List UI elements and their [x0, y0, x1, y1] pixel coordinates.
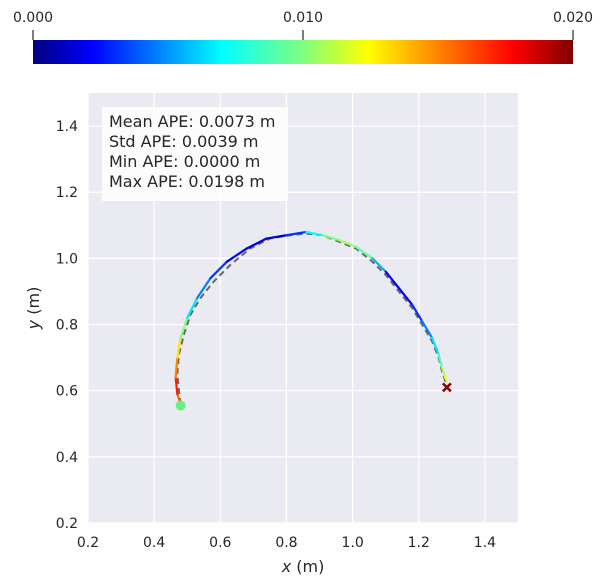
colorbar-tick-label: 0.010 [283, 10, 323, 26]
y-tick-label: 1.4 [56, 119, 78, 135]
trajectory-segment [186, 296, 199, 320]
trajectory-segment [397, 287, 414, 306]
estimated-trajectory [174, 230, 448, 406]
trajectory-segment [174, 376, 179, 396]
stats-mean: Mean APE: 0.0073 m [109, 112, 276, 131]
trajectory-segment [174, 356, 179, 379]
trajectory-segment [209, 260, 229, 280]
colorbar-gradient [33, 40, 573, 64]
x-tick-label: 0.2 [77, 535, 99, 551]
x-tick-label: 0.6 [209, 535, 231, 551]
trajectory-segment [354, 245, 374, 260]
stats-box-background [102, 107, 288, 201]
x-tick-labels: 0.2 0.4 0.6 0.8 1.0 1.2 1.4 [77, 535, 496, 551]
x-tick-label: 0.4 [143, 535, 165, 551]
trajectory-markers [175, 382, 452, 411]
trajectory-segment [321, 234, 341, 242]
y-tick-label: 0.8 [56, 318, 78, 334]
trajectory-segment [225, 247, 248, 263]
colorbar-tick-label: 0.000 [13, 10, 53, 26]
start-marker [175, 400, 186, 411]
x-tick-label: 1.4 [474, 535, 496, 551]
trajectory-segment [437, 353, 444, 369]
trajectory-segment [338, 239, 358, 248]
y-tick-label: 0.2 [56, 516, 78, 532]
trajectory-segment [285, 230, 308, 237]
end-marker-stroke [442, 382, 452, 393]
trajectory-segment [245, 237, 268, 250]
reference-trajectory [176, 232, 447, 405]
trajectory-segment [305, 230, 324, 237]
x-tick-label: 0.8 [275, 535, 297, 551]
reference-path [176, 232, 447, 405]
trajectory-segment [265, 234, 288, 240]
colorbar: 0.000 0.010 0.020 [13, 10, 593, 64]
stats-std: Std APE: 0.0039 m [109, 132, 259, 151]
stats-box: Mean APE: 0.0073 m Std APE: 0.0039 m Min… [102, 107, 288, 201]
stats-max: Max APE: 0.0198 m [109, 172, 265, 191]
y-tick-label: 0.4 [56, 450, 78, 466]
trajectory-segment [176, 336, 182, 359]
y-tick-labels: 0.2 0.4 0.6 0.8 1.0 1.2 1.4 [56, 119, 78, 532]
x-axis-label: x (m) [281, 557, 325, 576]
trajectory-segment [420, 320, 434, 339]
trajectory-segment [384, 270, 401, 290]
colorbar-ticks: 0.000 0.010 0.020 [13, 10, 593, 40]
y-tick-label: 1.2 [56, 185, 78, 201]
y-tick-label: 1.0 [56, 251, 78, 267]
trajectory-segment [411, 303, 424, 323]
trajectory-segment [440, 366, 447, 379]
trajectory-segment [430, 336, 440, 356]
y-tick-label: 0.6 [56, 384, 78, 400]
trajectory-segment [371, 257, 387, 273]
colorbar-tick-label: 0.020 [553, 10, 593, 26]
x-tick-label: 1.2 [408, 535, 430, 551]
trajectory-segment [444, 376, 448, 382]
trajectory-segment [196, 277, 212, 300]
y-axis-label: y (m) [24, 287, 43, 331]
trajectory-segment [179, 316, 189, 339]
x-tick-label: 1.0 [341, 535, 363, 551]
stats-min: Min APE: 0.0000 m [109, 152, 260, 171]
